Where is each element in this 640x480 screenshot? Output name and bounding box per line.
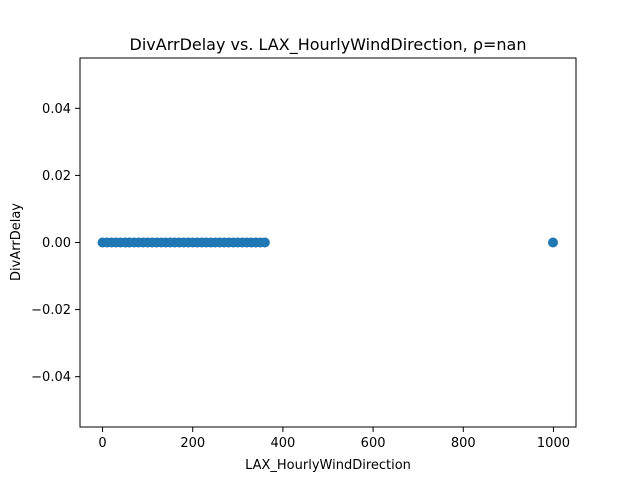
- y-tick-label: 0.00: [42, 236, 71, 251]
- y-axis-label: DivArrDelay: [9, 203, 24, 281]
- y-tick-label: −0.02: [31, 303, 71, 318]
- x-tick-label: 1000: [537, 436, 570, 451]
- scatter-point: [259, 237, 270, 248]
- x-tick-label: 800: [451, 436, 476, 451]
- x-tick-label: 0: [98, 436, 106, 451]
- x-axis-label: LAX_HourlyWindDirection: [245, 458, 411, 473]
- y-tick-label: 0.04: [42, 102, 71, 117]
- x-tick-label: 400: [270, 436, 295, 451]
- chart-title: DivArrDelay vs. LAX_HourlyWindDirection,…: [130, 35, 527, 55]
- x-tick-label: 200: [180, 436, 205, 451]
- plot-area: 0 200 400 600 800 1000 −0.04 −0.02 0.00 0.02 0.04: [31, 57, 577, 451]
- scatter-point: [548, 237, 558, 248]
- scatter-points: [97, 237, 558, 248]
- y-tick-label: −0.04: [31, 370, 71, 385]
- y-tick-label: 0.02: [42, 169, 71, 184]
- x-tick-label: 600: [361, 436, 386, 451]
